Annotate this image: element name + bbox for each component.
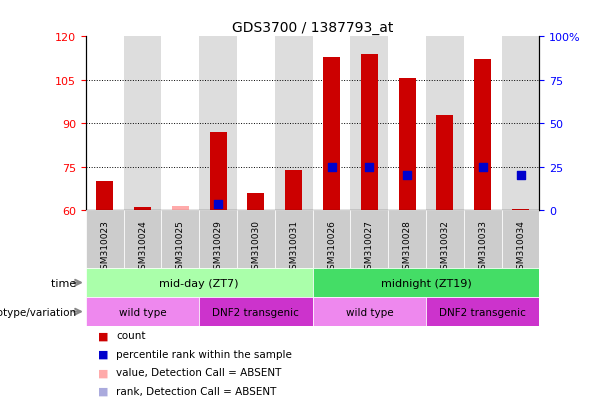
Bar	[426, 297, 539, 326]
Bar	[96, 182, 113, 211]
Text: ■: ■	[98, 330, 109, 340]
Text: GSM310026: GSM310026	[327, 219, 336, 274]
Point	[137, 236, 148, 243]
Bar	[464, 211, 501, 268]
Bar	[426, 211, 464, 268]
Bar	[124, 37, 161, 211]
Text: wild type: wild type	[346, 307, 393, 317]
Bar	[351, 37, 388, 211]
Point	[516, 173, 525, 179]
Bar	[361, 55, 378, 211]
Bar	[86, 297, 199, 326]
Point	[364, 164, 374, 171]
Point	[213, 202, 223, 208]
Bar	[313, 268, 539, 297]
Point	[251, 236, 261, 243]
Bar	[237, 211, 275, 268]
Bar	[161, 37, 199, 211]
Bar	[313, 37, 351, 211]
Bar	[86, 37, 124, 211]
Point	[402, 173, 412, 179]
Bar	[436, 115, 454, 211]
Bar	[426, 37, 464, 211]
Bar	[501, 211, 539, 268]
Text: GSM310025: GSM310025	[176, 219, 185, 274]
Bar	[199, 37, 237, 211]
Bar	[313, 297, 426, 326]
Bar	[474, 60, 491, 211]
Bar	[237, 37, 275, 211]
Bar	[199, 211, 237, 268]
Text: midnight (ZT19): midnight (ZT19)	[381, 278, 471, 288]
Bar	[199, 297, 313, 326]
Bar	[86, 211, 124, 268]
Bar	[275, 211, 313, 268]
Bar	[464, 37, 501, 211]
Text: GSM310023: GSM310023	[100, 219, 109, 274]
Bar	[172, 206, 189, 211]
Point	[478, 164, 488, 171]
Text: time: time	[51, 278, 80, 288]
Text: wild type: wild type	[119, 307, 166, 317]
Bar	[134, 208, 151, 211]
Bar	[388, 37, 426, 211]
Text: GSM310033: GSM310033	[478, 219, 487, 274]
Bar	[323, 57, 340, 211]
Text: ■: ■	[98, 386, 109, 396]
Point	[440, 213, 450, 220]
Point	[100, 213, 110, 220]
Bar	[161, 211, 199, 268]
Bar	[124, 211, 161, 268]
Bar	[248, 193, 264, 211]
Text: GSM310028: GSM310028	[403, 219, 412, 274]
Bar	[388, 211, 426, 268]
Text: GSM310031: GSM310031	[289, 219, 299, 274]
Text: GSM310034: GSM310034	[516, 219, 525, 274]
Bar	[512, 209, 529, 211]
Text: GSM310030: GSM310030	[251, 219, 261, 274]
Bar	[398, 79, 416, 211]
Point	[175, 236, 185, 243]
Bar	[313, 211, 351, 268]
Text: ■: ■	[98, 349, 109, 359]
Bar	[285, 170, 302, 211]
Bar	[501, 37, 539, 211]
Text: count: count	[116, 330, 146, 340]
Text: percentile rank within the sample: percentile rank within the sample	[116, 349, 292, 359]
Text: rank, Detection Call = ABSENT: rank, Detection Call = ABSENT	[116, 386, 277, 396]
Text: mid-day (ZT7): mid-day (ZT7)	[159, 278, 239, 288]
Point	[289, 219, 299, 225]
Text: DNF2 transgenic: DNF2 transgenic	[213, 307, 299, 317]
Point	[327, 164, 337, 171]
Text: GSM310027: GSM310027	[365, 219, 374, 274]
Text: GSM310024: GSM310024	[138, 219, 147, 274]
Bar	[275, 37, 313, 211]
Text: GSM310032: GSM310032	[440, 219, 449, 274]
Bar	[210, 133, 227, 211]
Bar	[86, 268, 313, 297]
Text: genotype/variation: genotype/variation	[0, 307, 80, 317]
Text: ■: ■	[98, 368, 109, 377]
Title: GDS3700 / 1387793_at: GDS3700 / 1387793_at	[232, 21, 394, 35]
Text: value, Detection Call = ABSENT: value, Detection Call = ABSENT	[116, 368, 282, 377]
Bar	[351, 211, 388, 268]
Text: DNF2 transgenic: DNF2 transgenic	[440, 307, 526, 317]
Text: GSM310029: GSM310029	[213, 219, 223, 274]
